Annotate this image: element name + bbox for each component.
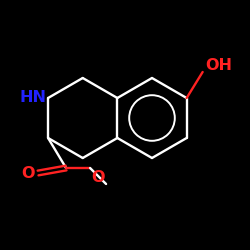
Text: HN: HN bbox=[19, 90, 46, 104]
Text: O: O bbox=[22, 166, 35, 182]
Text: OH: OH bbox=[206, 58, 233, 72]
Text: O: O bbox=[91, 170, 104, 185]
